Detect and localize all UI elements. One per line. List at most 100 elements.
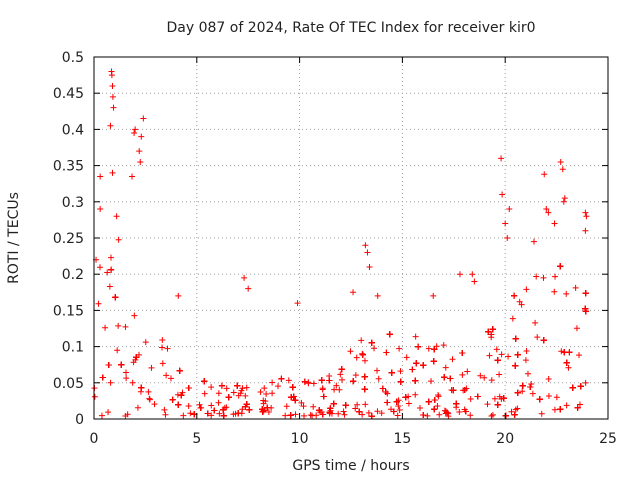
data-point (179, 389, 186, 396)
data-point (474, 393, 481, 400)
data-point (201, 390, 208, 397)
data-point (563, 402, 570, 409)
data-point (540, 274, 547, 281)
data-point (122, 323, 129, 330)
data-point (512, 362, 519, 369)
data-point (326, 409, 333, 416)
data-point (211, 407, 218, 414)
data-point (499, 191, 506, 198)
data-point (576, 352, 583, 359)
data-point (316, 407, 323, 414)
data-point (582, 379, 589, 386)
data-point (151, 401, 158, 408)
data-point (522, 357, 529, 364)
data-point (485, 328, 492, 335)
data-point (573, 325, 580, 332)
data-point (477, 372, 484, 379)
data-point (582, 290, 589, 297)
data-point (420, 411, 427, 418)
x-tick-label: 5 (192, 431, 201, 447)
data-point (559, 166, 566, 173)
data-point (572, 284, 579, 291)
data-point (431, 346, 438, 353)
data-point (109, 93, 116, 100)
data-point (123, 375, 130, 382)
data-point (338, 366, 345, 373)
data-point (98, 412, 105, 419)
y-tick-label: 0.4 (62, 122, 84, 138)
data-point (368, 413, 375, 420)
y-tick-label: 0 (75, 412, 84, 428)
data-point (275, 383, 282, 390)
data-point (310, 403, 317, 410)
data-point (459, 371, 466, 378)
data-point (318, 377, 325, 384)
data-point (557, 406, 564, 413)
data-point (140, 115, 147, 122)
data-point (569, 384, 576, 391)
data-point (201, 378, 208, 385)
data-point (223, 385, 230, 392)
data-point (359, 411, 366, 418)
data-point (237, 390, 244, 397)
data-point (145, 388, 152, 395)
data-point (175, 401, 182, 408)
data-point (576, 401, 583, 408)
data-point (223, 404, 230, 411)
data-point (509, 315, 516, 322)
data-point (489, 326, 496, 333)
data-point (393, 398, 400, 405)
data-point (220, 412, 227, 419)
data-point (185, 403, 192, 410)
data-point (462, 408, 469, 415)
data-point (112, 294, 119, 301)
data-point (433, 343, 440, 350)
data-point (488, 331, 495, 338)
data-point (371, 345, 378, 352)
data-point (265, 409, 272, 416)
data-point (388, 369, 395, 376)
data-point (502, 412, 509, 419)
data-point (319, 386, 326, 393)
data-point (459, 349, 466, 356)
data-point (350, 378, 357, 385)
data-point (504, 235, 511, 241)
data-point (481, 374, 488, 381)
data-point (582, 308, 589, 315)
data-point (134, 404, 141, 411)
data-point (164, 345, 171, 352)
data-point (445, 413, 452, 420)
data-point (405, 400, 412, 407)
data-point (180, 412, 187, 419)
data-point (415, 343, 422, 350)
data-point (425, 345, 432, 352)
data-point (313, 412, 320, 419)
ticks-layer: 0 5 10 15 20 25 0 0.05 0.1 0.15 0.2 0.25 0.3 0.35 0.4 0… (53, 50, 617, 447)
data-point (403, 354, 410, 361)
data-point (529, 390, 536, 397)
data-point (362, 401, 369, 408)
y-tick-label: 0.2 (62, 267, 84, 283)
data-point (558, 348, 565, 355)
data-point (257, 388, 264, 395)
data-point (310, 380, 317, 387)
data-point (176, 367, 183, 374)
data-point (305, 379, 312, 386)
data-point (508, 408, 515, 415)
data-point (290, 393, 297, 400)
data-point (187, 410, 194, 417)
data-point (138, 384, 145, 391)
data-point (464, 368, 471, 375)
data-point (545, 209, 552, 216)
data-point (450, 387, 457, 394)
data-point (489, 411, 496, 418)
data-point (138, 133, 145, 140)
data-point (169, 396, 176, 403)
data-point (514, 405, 521, 412)
data-point (107, 379, 114, 386)
data-point (396, 407, 403, 414)
data-point (512, 335, 519, 342)
data-point (352, 372, 359, 379)
data-point (420, 362, 427, 369)
